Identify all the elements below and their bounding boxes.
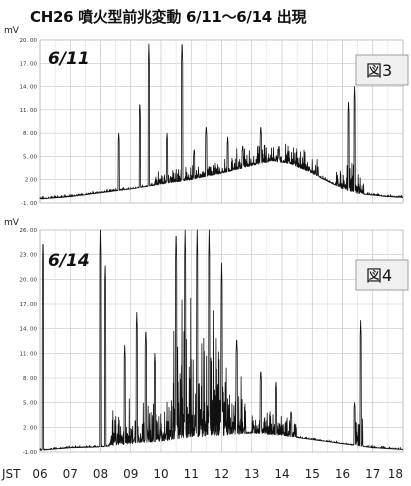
x-tick-label: 07 <box>63 467 78 481</box>
y-tick-label: 2.00 <box>25 178 38 184</box>
y-tick-label: 23. 00 <box>20 253 38 259</box>
x-tick-label: 10 <box>153 467 168 481</box>
figure-label-box <box>355 259 409 291</box>
date-label: 6/11 <box>48 49 90 69</box>
y-tick-label: 11. 00 <box>20 351 38 357</box>
y-tick-label: -1. 00 <box>21 201 37 207</box>
x-axis-timezone-label: JST <box>1 467 21 481</box>
series-line <box>39 43 404 200</box>
x-tick-label: 18 <box>388 467 403 481</box>
x-tick-label: 16 <box>335 467 350 481</box>
x-tick-label: 13 <box>244 467 259 481</box>
x-tick-label: 12 <box>214 467 229 481</box>
x-tick-label: 17 <box>365 467 380 481</box>
panel-top-chart: 20. 00 17. 00 14. 00 11. 00 8. 00 5. 00 2.00 -1… <box>20 38 409 207</box>
y-tick-label: 2. 00 <box>23 425 37 431</box>
bottom-unit-label: mV <box>4 218 19 228</box>
y-tick-label: 14. 00 <box>20 85 38 91</box>
x-tick-label: 08 <box>93 467 108 481</box>
y-tick-label: 14. 00 <box>20 327 38 333</box>
panel-bottom-chart: 26. 00 23. 00 20. 00 17. 00 14. 00 11. 00 8. 0… <box>20 228 409 456</box>
y-tick-label: -1.00 <box>23 450 38 456</box>
x-tick-label: 09 <box>123 467 138 481</box>
y-tick-label: 5. 00 <box>23 401 37 407</box>
figure-label: 図3 <box>366 61 392 80</box>
x-axis: JST 06 07 08 09 10 11 12 13 14 15 16 17 18 <box>1 467 403 481</box>
y-tick-label: 17. 00 <box>20 61 38 67</box>
y-tick-label: 11. 00 <box>20 108 38 114</box>
figure-label: 図4 <box>366 266 392 285</box>
y-tick-label: 20. 00 <box>20 38 38 44</box>
chart-title: CH26 噴火型前兆変動 6/11〜6/14 出現 <box>30 8 307 26</box>
y-tick-label: 8. 00 <box>23 376 37 382</box>
top-unit-label: mV <box>4 26 19 36</box>
y-tick-label: 17. 00 <box>20 302 38 308</box>
y-tick-label: 20. 00 <box>20 277 38 283</box>
figure-label-box <box>355 54 409 86</box>
x-tick-label: 14 <box>274 467 289 481</box>
date-label: 6/14 <box>48 251 90 271</box>
x-tick-label: 06 <box>32 467 47 481</box>
y-tick-label: 26. 00 <box>20 228 38 234</box>
x-tick-label: 15 <box>305 467 320 481</box>
y-tick-label: 8. 00 <box>23 131 37 137</box>
y-tick-label: 5. 00 <box>23 154 37 160</box>
x-tick-label: 11 <box>184 467 199 481</box>
series-line <box>39 229 404 451</box>
